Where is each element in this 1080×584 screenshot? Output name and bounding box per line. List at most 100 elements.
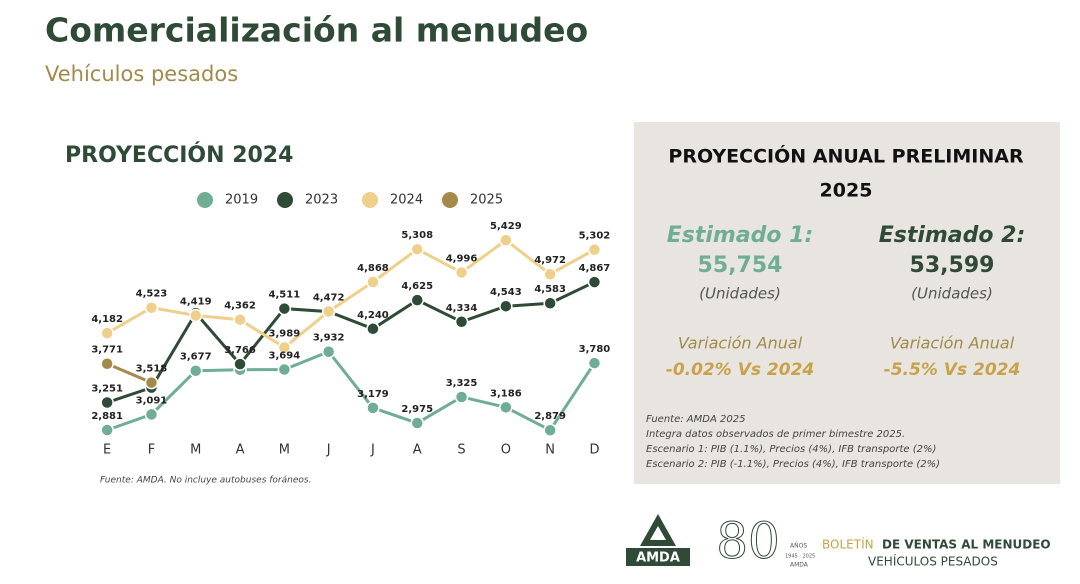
data-point xyxy=(366,401,380,415)
data-point xyxy=(366,322,380,336)
estimate-label: Estimado 1: xyxy=(667,223,814,248)
x-tick-label: M xyxy=(279,443,290,458)
data-point xyxy=(100,326,114,340)
data-label: 2,881 xyxy=(91,411,123,422)
data-label: 3,694 xyxy=(269,350,301,361)
chart-note: Fuente: AMDA. No incluye autobuses forán… xyxy=(100,476,311,486)
data-point xyxy=(144,300,159,315)
data-label: 4,972 xyxy=(534,255,566,266)
data-label: 3,325 xyxy=(446,378,478,389)
data-label: 3,771 xyxy=(91,345,123,356)
legend-swatch xyxy=(442,192,458,208)
variation: -0.02% Vs 2024 xyxy=(666,360,814,380)
data-point xyxy=(144,375,159,390)
legend-swatch xyxy=(197,192,213,208)
legend-label: 2025 xyxy=(470,193,503,208)
data-label: 5,429 xyxy=(490,221,522,232)
data-label: 4,867 xyxy=(579,263,611,274)
data-point xyxy=(543,267,557,281)
estimate-label: Estimado 2: xyxy=(879,223,1026,248)
data-point xyxy=(144,407,159,422)
data-label: 4,240 xyxy=(357,310,389,321)
data-label: 3,186 xyxy=(490,388,522,399)
data-label: 5,302 xyxy=(579,231,611,242)
estimate-value: 55,754 xyxy=(698,253,783,278)
chart-title: PROYECCIÓN 2024 xyxy=(65,142,293,168)
x-tick-label: D xyxy=(589,443,599,458)
data-label: 4,472 xyxy=(313,293,345,304)
series-line xyxy=(106,362,153,384)
data-label: 3,518 xyxy=(136,364,168,375)
data-point xyxy=(321,344,336,359)
brand: DE VENTAS AL MENUDEO xyxy=(882,538,1051,552)
logo-text: AMDA xyxy=(636,551,680,566)
data-point xyxy=(587,356,602,370)
series-line xyxy=(106,280,596,404)
data-point xyxy=(410,416,424,430)
data-point xyxy=(499,233,513,247)
data-point xyxy=(233,312,247,327)
data-point xyxy=(543,296,557,310)
panel-note: Escenario 1: PIB (1.1%), Precios (4%), I… xyxy=(646,444,936,455)
data-point xyxy=(499,299,513,313)
x-tick-label: A xyxy=(236,443,245,458)
brand: VEHÍCULOS PESADOS xyxy=(868,554,998,569)
data-point xyxy=(366,275,380,289)
series-line xyxy=(106,238,596,350)
data-point xyxy=(321,304,336,319)
data-point xyxy=(100,395,114,410)
data-label: 4,868 xyxy=(357,263,389,274)
data-point xyxy=(277,340,292,355)
brand: BOLETÍN xyxy=(822,537,874,552)
data-point xyxy=(277,362,292,377)
x-tick-label: F xyxy=(148,443,155,458)
data-label: 3,766 xyxy=(224,345,256,356)
data-point xyxy=(100,356,114,371)
data-point xyxy=(410,242,424,256)
data-label: 3,251 xyxy=(91,383,123,394)
data-label: 3,780 xyxy=(579,344,611,355)
subtitle: Vehículos pesados xyxy=(45,62,238,86)
data-label: 5,308 xyxy=(401,230,433,241)
variation: -5.5% Vs 2024 xyxy=(884,360,1021,380)
panel-title: PROYECCIÓN ANUAL PRELIMINAR xyxy=(668,144,1024,168)
x-tick-label: J xyxy=(370,443,375,458)
data-point xyxy=(454,265,469,280)
data-label: 3,091 xyxy=(136,395,168,406)
data-label: 4,583 xyxy=(534,284,566,295)
variation-label: Variación Anual xyxy=(678,334,803,353)
estimate-unit: (Unidades) xyxy=(911,285,993,303)
data-label: 4,511 xyxy=(269,290,301,301)
data-label: 4,523 xyxy=(136,289,168,300)
years-range: 1945 · 2025 xyxy=(785,554,815,560)
data-point xyxy=(100,423,114,437)
x-tick-label: A xyxy=(413,443,422,458)
data-label: 3,179 xyxy=(357,389,389,400)
logo-box xyxy=(626,548,690,566)
data-label: 4,996 xyxy=(446,253,478,264)
data-point xyxy=(277,301,292,316)
data-label: 4,362 xyxy=(224,301,256,312)
data-label: 3,677 xyxy=(180,352,212,363)
x-tick-label: N xyxy=(545,443,555,458)
data-point xyxy=(543,423,557,437)
panel xyxy=(634,122,1060,484)
data-point xyxy=(189,308,203,323)
legend-label: 2023 xyxy=(305,193,338,208)
estimate-value: 53,599 xyxy=(910,253,995,278)
data-label: 4,625 xyxy=(401,281,433,292)
data-point xyxy=(410,293,424,307)
data-label: 4,334 xyxy=(446,303,478,314)
data-point xyxy=(499,400,513,415)
estimate-unit: (Unidades) xyxy=(699,285,781,303)
x-tick-label: J xyxy=(326,443,331,458)
data-label: 4,419 xyxy=(180,296,212,307)
data-point xyxy=(233,357,247,371)
data-label: 2,975 xyxy=(401,404,433,415)
data-point xyxy=(454,315,469,329)
data-label: 2,879 xyxy=(534,411,566,422)
panel-title: 2025 xyxy=(820,180,873,202)
title: Comercialización al menudeo xyxy=(45,11,588,50)
